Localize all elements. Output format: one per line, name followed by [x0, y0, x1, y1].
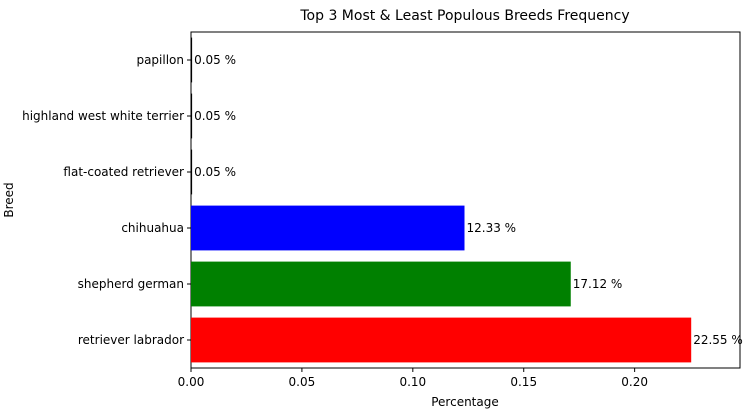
chart-title: Top 3 Most & Least Populous Breeds Frequ… [299, 8, 629, 24]
bar [191, 205, 465, 251]
x-tick-label: 0.00 [178, 375, 205, 389]
plot-area: retriever labrador 22.55 % shepherd german… [22, 31, 743, 389]
x-axis-label: Percentage [431, 395, 499, 409]
bar [191, 261, 571, 307]
y-tick-label: chihuahua [121, 221, 184, 235]
x-tick-label: 0.20 [621, 375, 648, 389]
plot-frame [190, 31, 741, 369]
data-label: 0.05 % [194, 109, 236, 123]
y-tick-label: retriever labrador [78, 333, 184, 347]
y-tick-label: shepherd german [78, 277, 184, 291]
y-axis-label: Breed [2, 182, 16, 217]
data-label: 17.12 % [573, 277, 623, 291]
bar [191, 93, 193, 139]
data-label: 22.55 % [693, 333, 743, 347]
y-tick-label: flat-coated retriever [63, 165, 184, 179]
x-tick-label: 0.10 [399, 375, 426, 389]
x-tick-label: 0.05 [289, 375, 316, 389]
y-tick-label: papillon [136, 53, 184, 67]
bar [191, 37, 193, 83]
bar [191, 149, 193, 195]
data-label: 0.05 % [194, 165, 236, 179]
bar [191, 317, 692, 363]
data-label: 12.33 % [467, 221, 517, 235]
x-tick-label: 0.15 [510, 375, 537, 389]
data-label: 0.05 % [194, 53, 236, 67]
y-tick-label: highland west white terrier [22, 109, 184, 123]
